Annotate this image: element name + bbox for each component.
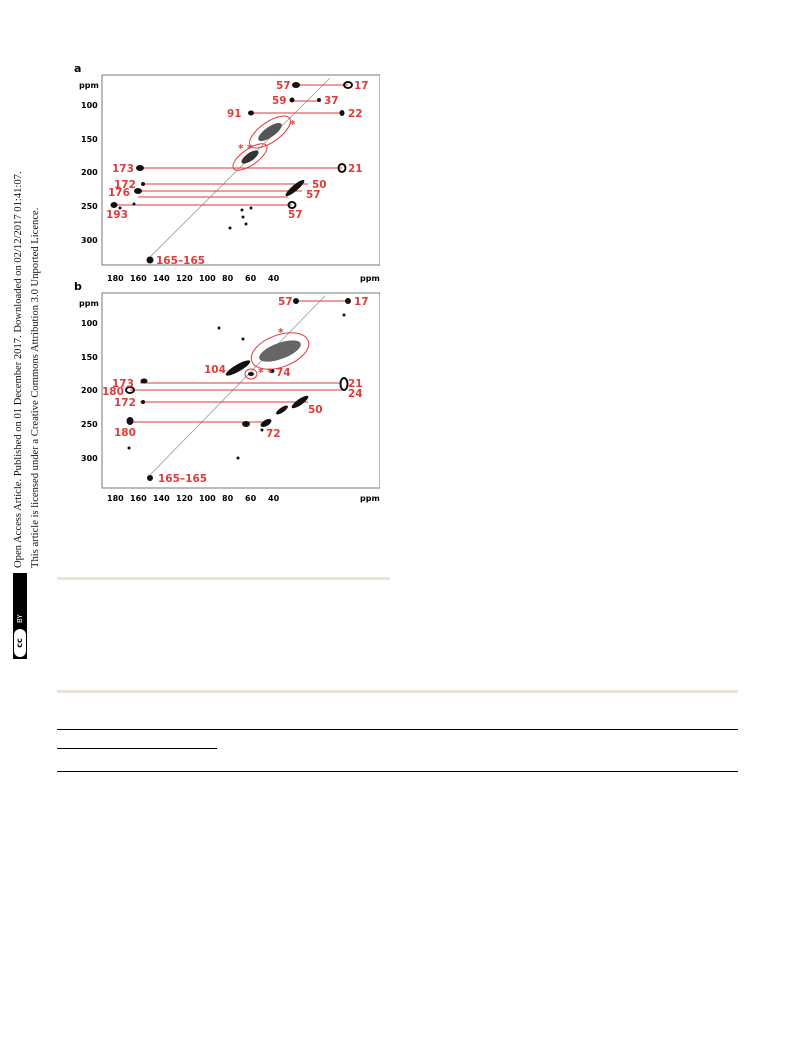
ellipse-b2 (244, 368, 258, 380)
peak-label: 172 (114, 397, 136, 409)
peak-labels-b: 57 17 * 104 * * 74 173 21 180 24 172 50 … (102, 296, 369, 485)
ellipse-a2 (232, 143, 268, 171)
ellipse-b1 (250, 332, 310, 370)
peak-label: 193 (106, 209, 128, 221)
peak-label: 22 (348, 108, 363, 120)
y-tick: 200 (81, 386, 98, 395)
peak-labels-a: 57 17 59 37 91 22 * * * 173 21 172 50 17… (106, 80, 369, 267)
peak-label: * * (238, 143, 253, 155)
peak-label: 24 (348, 388, 363, 400)
x-tick: 120 (176, 274, 193, 283)
peak-label: * * (258, 367, 273, 379)
y-tick: 100 (81, 101, 98, 110)
y-ticks-a: 100 150 200 250 300 (81, 101, 98, 245)
figure-divider (57, 577, 390, 580)
panel-b: b ppm 100 150 200 250 300 180 160 140 12… (74, 280, 381, 503)
correlation-lines-a (114, 84, 348, 206)
peak-label: 172 (114, 179, 136, 191)
panel-letter-b: b (74, 280, 82, 293)
x-tick: 60 (245, 274, 257, 283)
peak-label: 57 (288, 209, 303, 221)
y-tick: 300 (81, 236, 98, 245)
y-tick: 150 (81, 135, 98, 144)
panel-a: a ppm 100 150 200 250 300 180 160 140 12… (74, 62, 381, 283)
peak-label: 173 (112, 378, 134, 390)
x-unit-a: ppm (360, 274, 380, 283)
peak-label: 165–165 (156, 255, 205, 267)
x-tick: 140 (153, 274, 170, 283)
y-unit-a: ppm (79, 81, 99, 90)
y-tick: 250 (81, 420, 98, 429)
peak-label: 17 (354, 80, 369, 92)
x-tick: 40 (268, 494, 280, 503)
table-header-rule (57, 748, 217, 749)
y-unit-b: ppm (79, 299, 99, 308)
x-tick: 180 (107, 274, 124, 283)
x-tick: 160 (130, 494, 147, 503)
peak-label: 57 (278, 296, 293, 308)
peak-label: 59 (272, 95, 287, 107)
x-tick: 160 (130, 274, 147, 283)
y-tick: 300 (81, 454, 98, 463)
cc-by-badge[interactable]: cc BY (13, 573, 27, 659)
cc-icon: cc (14, 629, 26, 657)
peak-label: * (290, 119, 296, 131)
ellipse-a1 (249, 115, 291, 149)
peak-label: 57 (276, 80, 291, 92)
peak-label: 72 (266, 428, 281, 440)
y-tick: 200 (81, 168, 98, 177)
diagonal-b (146, 295, 326, 479)
y-tick: 150 (81, 353, 98, 362)
licence-notice[interactable]: This article is licensed under a Creativ… (30, 207, 41, 568)
peak-label: 21 (348, 163, 363, 175)
peak-label: 104 (204, 364, 226, 376)
table-bottom-rule (57, 771, 738, 772)
peak-label: 165–165 (158, 473, 207, 485)
peaks-b (125, 298, 351, 481)
x-tick: 100 (199, 274, 216, 283)
x-tick: 180 (107, 494, 124, 503)
diagonal-a (146, 77, 331, 261)
peak-label: 57 (306, 189, 321, 201)
x-tick: 140 (153, 494, 170, 503)
peak-label: 50 (312, 179, 327, 191)
peak-label: * (278, 327, 284, 339)
peak-label: 180 (114, 427, 136, 439)
y-tick: 100 (81, 319, 98, 328)
peak-label: 17 (354, 296, 369, 308)
x-tick: 80 (222, 274, 234, 283)
x-tick: 120 (176, 494, 193, 503)
table-top-rule (57, 729, 738, 730)
peak-label: 173 (112, 163, 134, 175)
license-notice: cc BY Open Access Article. Published on … (10, 171, 46, 660)
x-tick: 80 (222, 494, 234, 503)
peak-label: 74 (276, 367, 291, 379)
nmr-figure: a ppm 100 150 200 250 300 180 160 140 12… (70, 60, 381, 505)
section-divider (57, 690, 738, 693)
peak-label: 50 (308, 404, 323, 416)
peak-label: 180 (102, 386, 124, 398)
x-tick: 100 (199, 494, 216, 503)
x-unit-b: ppm (360, 494, 380, 503)
x-ticks-b: 180 160 140 120 100 80 60 40 ppm (107, 494, 380, 503)
y-tick: 250 (81, 202, 98, 211)
peak-label: 21 (348, 378, 363, 390)
panel-letter-a: a (74, 62, 81, 75)
x-ticks-a: 180 160 140 120 100 80 60 40 ppm (107, 274, 380, 283)
peak-label: 176 (108, 187, 130, 199)
y-ticks-b: 100 150 200 250 300 (81, 319, 98, 463)
peak-label: 37 (324, 95, 339, 107)
publication-notice: Open Access Article. Published on 01 Dec… (13, 171, 24, 568)
by-icon: BY (15, 614, 24, 623)
x-tick: 60 (245, 494, 257, 503)
peaks-a (110, 81, 353, 264)
peak-label: 91 (227, 108, 242, 120)
x-tick: 40 (268, 274, 280, 283)
